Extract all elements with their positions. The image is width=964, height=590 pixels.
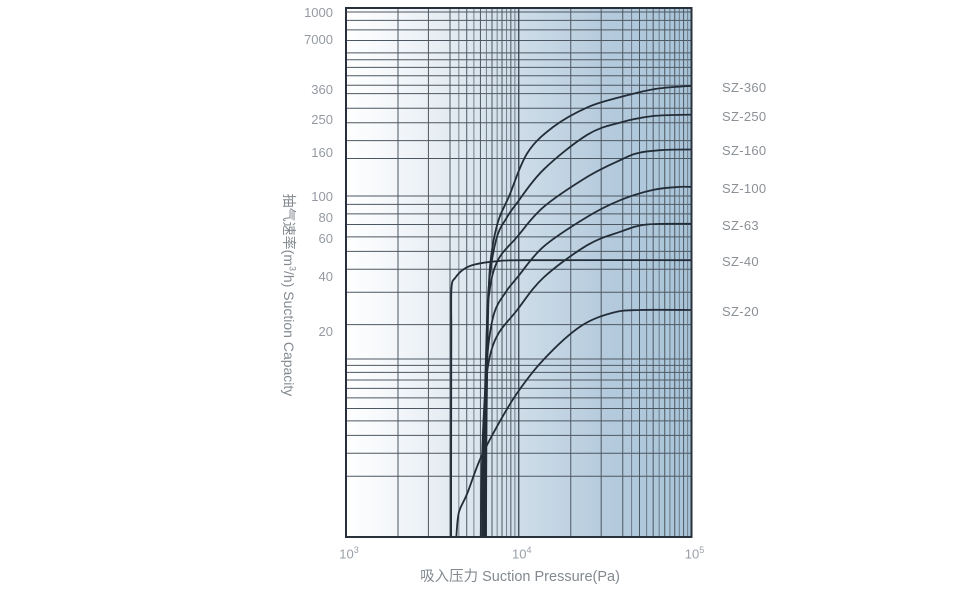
y-tick-label: 7000	[304, 31, 333, 47]
series-label-sz-360: SZ-360	[722, 79, 767, 95]
y-tick-label: 20	[318, 323, 333, 339]
x-tick-label: 105	[684, 545, 705, 562]
x-tick-label: 104	[512, 545, 532, 562]
y-tick-label: 100	[311, 189, 333, 204]
y-tick-label: 250	[311, 111, 333, 127]
y-tick-label: 40	[318, 269, 333, 285]
x-axis-title: 吸入压力 Suction Pressure(Pa)	[420, 569, 620, 585]
y-tick-label: 60	[318, 230, 333, 246]
curve-sz-63	[479, 222, 692, 537]
x-tick-label: 103	[339, 545, 359, 562]
series-label-sz-100: SZ-100	[722, 180, 767, 196]
curve-sz-20	[455, 308, 692, 537]
y-tick-label: 360	[311, 81, 333, 97]
series-label-sz-20: SZ-20	[722, 304, 759, 320]
y-tick-label: 160	[311, 145, 333, 161]
series-label-sz-63: SZ-63	[722, 217, 759, 233]
series-label-sz-40: SZ-40	[722, 254, 759, 270]
y-axis-title-text: 抽气速率(m3/h) Suction Capacity	[281, 193, 298, 397]
y-axis-title: 抽气速率(m3/h) Suction Capacity	[279, 145, 299, 445]
y-tick-label: 1000	[304, 5, 333, 20]
plot-border	[345, 7, 693, 538]
y-tick-label: 80	[318, 209, 333, 225]
series-label-sz-160: SZ-160	[722, 143, 767, 159]
series-label-sz-250: SZ-250	[722, 108, 767, 124]
curve-sz-40	[450, 259, 692, 537]
